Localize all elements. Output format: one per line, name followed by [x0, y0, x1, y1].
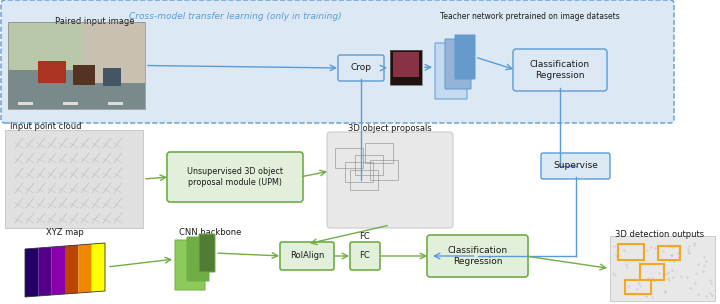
Text: Unsupervised 3D object
proposal module (UPM): Unsupervised 3D object proposal module (…: [187, 167, 283, 187]
Text: RoIAlign: RoIAlign: [290, 251, 324, 261]
Bar: [390, 50, 422, 85]
Bar: [8, 22, 145, 70]
Bar: [8, 22, 145, 109]
FancyBboxPatch shape: [327, 132, 453, 228]
Bar: [390, 50, 422, 85]
Bar: [658, 246, 680, 260]
Text: Paired input image: Paired input image: [55, 17, 135, 26]
Text: CNN backbone: CNN backbone: [179, 228, 241, 237]
Bar: [38, 61, 66, 83]
Bar: [335, 148, 363, 168]
Text: 3D detection outputs: 3D detection outputs: [616, 230, 705, 239]
Bar: [618, 244, 644, 260]
Bar: [345, 162, 373, 182]
FancyBboxPatch shape: [280, 242, 334, 270]
Polygon shape: [91, 243, 105, 292]
Text: 3D object proposals: 3D object proposals: [348, 124, 432, 133]
Polygon shape: [65, 245, 78, 294]
Text: Supervise: Supervise: [553, 161, 598, 171]
Bar: [8, 70, 145, 109]
FancyBboxPatch shape: [435, 43, 467, 99]
FancyBboxPatch shape: [427, 235, 528, 277]
Bar: [108, 102, 123, 105]
Text: Classification
Regression: Classification Regression: [530, 60, 590, 80]
Bar: [18, 102, 33, 105]
Bar: [84, 22, 145, 83]
Bar: [610, 236, 715, 301]
Bar: [355, 155, 383, 175]
Text: Input point cloud: Input point cloud: [10, 122, 81, 131]
Text: FC: FC: [359, 232, 370, 241]
Bar: [370, 160, 398, 180]
Bar: [5, 130, 143, 228]
FancyBboxPatch shape: [199, 234, 215, 272]
Bar: [63, 102, 78, 105]
Text: XYZ map: XYZ map: [46, 228, 84, 237]
Polygon shape: [25, 248, 38, 297]
Bar: [393, 52, 419, 77]
FancyBboxPatch shape: [455, 35, 475, 79]
FancyBboxPatch shape: [338, 55, 384, 81]
Bar: [365, 143, 393, 163]
FancyBboxPatch shape: [175, 240, 205, 290]
Bar: [640, 264, 664, 280]
Text: Cross-model transfer learning (only in training): Cross-model transfer learning (only in t…: [129, 12, 341, 21]
Polygon shape: [38, 247, 52, 296]
Polygon shape: [52, 246, 65, 295]
Text: Teacher network pretrained on image datasets: Teacher network pretrained on image data…: [440, 12, 620, 21]
FancyBboxPatch shape: [541, 153, 610, 179]
Text: Classification
Regression: Classification Regression: [447, 246, 508, 266]
FancyBboxPatch shape: [350, 242, 380, 270]
Text: FC: FC: [359, 251, 370, 261]
FancyBboxPatch shape: [513, 49, 607, 91]
FancyBboxPatch shape: [1, 0, 674, 123]
Text: Crop: Crop: [351, 64, 372, 72]
Bar: [73, 65, 95, 85]
FancyBboxPatch shape: [445, 39, 471, 89]
Polygon shape: [78, 244, 91, 293]
Bar: [103, 68, 121, 86]
FancyBboxPatch shape: [167, 152, 303, 202]
Bar: [625, 280, 651, 294]
Bar: [350, 170, 378, 190]
FancyBboxPatch shape: [187, 237, 209, 281]
